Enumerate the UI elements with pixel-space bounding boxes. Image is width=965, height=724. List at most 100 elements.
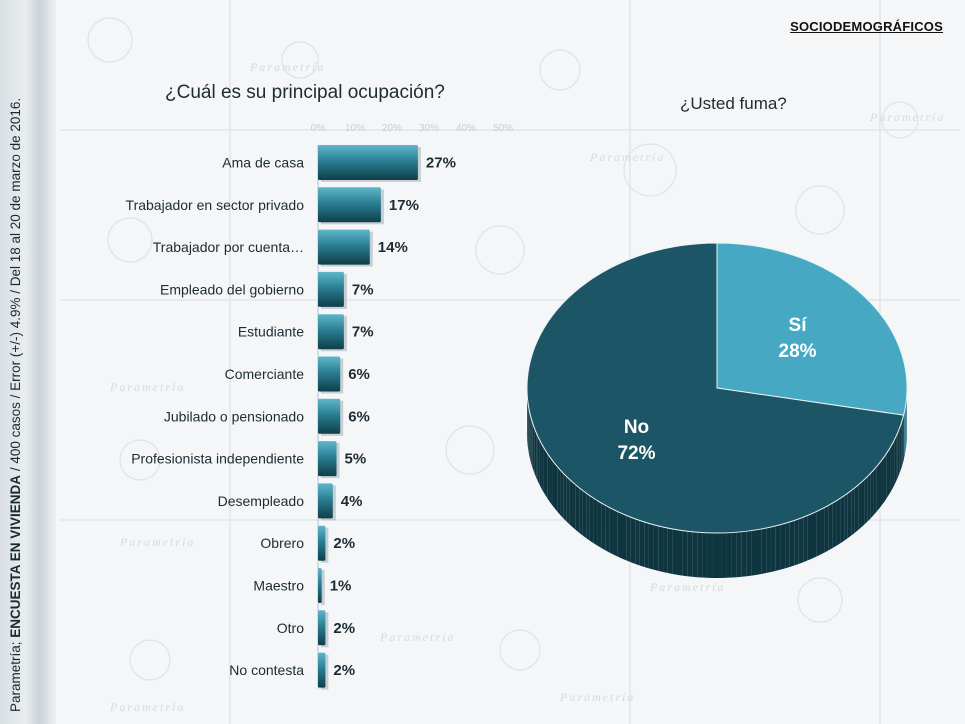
pie-side-segment bbox=[658, 525, 664, 573]
pie-side-segment bbox=[867, 473, 871, 522]
pie-side-segment bbox=[731, 532, 737, 578]
pie-side-segment bbox=[873, 466, 877, 516]
pie-side-segment bbox=[803, 515, 808, 563]
bar bbox=[318, 187, 381, 223]
category-label: Maestro bbox=[253, 578, 304, 594]
category-label: Empleado del gobierno bbox=[160, 281, 304, 297]
pie-side-segment bbox=[605, 505, 610, 553]
bar bbox=[318, 568, 322, 603]
pie-side-segment bbox=[746, 530, 752, 577]
pie-side-segment bbox=[589, 495, 594, 544]
pie-slice-value: 28% bbox=[779, 341, 817, 362]
pie-side-segment bbox=[789, 520, 795, 567]
pie-side-segment bbox=[896, 432, 898, 482]
pie-side-segment bbox=[899, 425, 901, 475]
pie-side-segment bbox=[824, 505, 829, 553]
bar bbox=[318, 271, 344, 307]
pie-side-segment bbox=[622, 513, 627, 561]
pie-side-segment bbox=[770, 525, 776, 573]
pie-side-segment bbox=[663, 527, 668, 574]
pie-side-segment bbox=[761, 528, 767, 574]
pie-side-segment bbox=[644, 521, 649, 569]
pie-side-segment bbox=[894, 436, 897, 485]
category-label: Comerciante bbox=[225, 366, 305, 382]
bar-value-label: 5% bbox=[345, 451, 367, 468]
pie-side-segment bbox=[530, 414, 532, 464]
pie-side-segment bbox=[717, 532, 722, 578]
pie-side-segment bbox=[593, 498, 598, 546]
pie-slice-label: No bbox=[624, 417, 649, 438]
pie-side-segment bbox=[840, 495, 845, 544]
category-label: Otro bbox=[277, 620, 304, 636]
pie-side-segment bbox=[726, 532, 732, 578]
pie-side-segment bbox=[751, 529, 757, 576]
pie-side-segment bbox=[586, 493, 590, 541]
pie-side-segment bbox=[552, 460, 555, 509]
pie-side-segment bbox=[886, 450, 889, 499]
pie-side-segment bbox=[854, 485, 859, 533]
pie-side-segment bbox=[569, 479, 573, 528]
pie-side-segment bbox=[601, 503, 606, 551]
pie-side-segment bbox=[597, 500, 602, 549]
pie-side-segment bbox=[736, 531, 742, 578]
pie-side-segment bbox=[563, 473, 567, 522]
pie-side-segment bbox=[572, 482, 576, 531]
pie-side-segment bbox=[879, 460, 882, 509]
pie-chart-title: ¿Usted fuma? bbox=[680, 94, 787, 113]
category-label: Obrero bbox=[260, 535, 304, 551]
bar-shadow bbox=[321, 570, 325, 605]
pie-slice bbox=[526, 242, 905, 534]
pie-side-segment bbox=[870, 470, 874, 519]
pie-side-segment bbox=[900, 421, 902, 471]
pie-slice-label: Sí bbox=[789, 315, 808, 336]
pie-side-segment bbox=[836, 498, 841, 546]
pie-side-segment bbox=[537, 436, 540, 485]
pie-side-segment bbox=[531, 418, 533, 467]
pie-side-segment bbox=[547, 453, 551, 503]
pie-side-segment bbox=[794, 518, 799, 566]
pie-side-segment bbox=[687, 531, 693, 577]
pie-side-segment bbox=[828, 503, 833, 551]
pie-side-segment bbox=[550, 457, 553, 506]
pie-side-segment bbox=[864, 476, 868, 525]
bar bbox=[318, 610, 326, 646]
bar-chart-title: ¿Cuál es su principal ocupación? bbox=[165, 82, 445, 103]
pie-side-segment bbox=[780, 523, 786, 570]
pie-side-segment bbox=[861, 479, 865, 528]
pie-side-segment bbox=[721, 532, 727, 578]
axis-tick-label: 20% bbox=[382, 123, 402, 134]
pie-side-segment bbox=[897, 429, 900, 478]
pie-side-segment bbox=[579, 487, 583, 536]
pie-slice bbox=[716, 242, 908, 416]
pie-side-segment bbox=[902, 414, 904, 464]
pie-side-segment bbox=[575, 485, 580, 533]
pie-side-segment bbox=[858, 482, 862, 531]
pie-side-segment bbox=[903, 410, 905, 460]
pie-slice-value: 72% bbox=[617, 443, 655, 464]
pie-side-segment bbox=[534, 429, 537, 478]
pie-side-segment bbox=[682, 530, 688, 577]
pie-side-segment bbox=[901, 418, 903, 467]
bar-value-label: 14% bbox=[378, 239, 408, 256]
axis-tick-label: 30% bbox=[419, 123, 439, 134]
pie-side-segment bbox=[529, 410, 531, 460]
pie-side-segment bbox=[541, 443, 544, 492]
pie-side-segment bbox=[756, 528, 762, 575]
bar bbox=[318, 398, 341, 434]
pie-side-segment bbox=[775, 524, 781, 571]
bar-value-label: 27% bbox=[426, 155, 456, 172]
pie-side-segment bbox=[653, 524, 659, 571]
pie-side-segment bbox=[832, 500, 837, 549]
axis-tick-label: 50% bbox=[493, 123, 513, 134]
pie-side-segment bbox=[816, 509, 821, 557]
pie-side-segment bbox=[626, 515, 631, 563]
pie-side-segment bbox=[876, 463, 880, 512]
pie-side-segment bbox=[609, 507, 614, 555]
category-label: No contesta bbox=[229, 662, 304, 678]
pie-side-segment bbox=[648, 523, 654, 570]
pie-side-segment bbox=[807, 513, 812, 561]
axis-tick-label: 10% bbox=[345, 123, 365, 134]
pie-side-segment bbox=[707, 532, 713, 578]
bar-value-label: 2% bbox=[333, 620, 355, 637]
